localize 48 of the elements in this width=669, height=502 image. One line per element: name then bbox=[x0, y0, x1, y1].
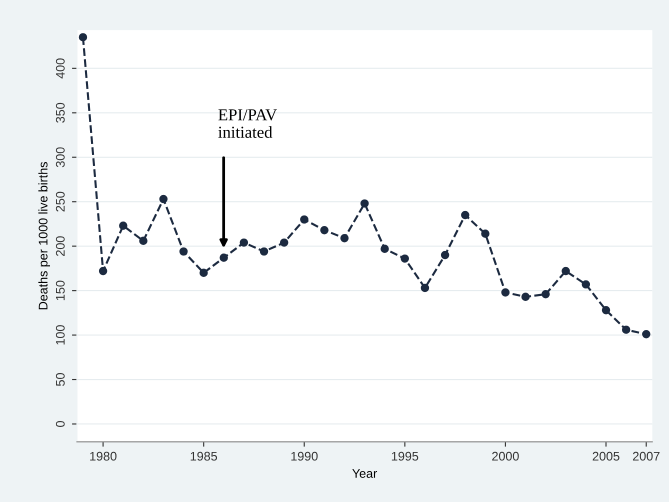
y-tick-label: 150 bbox=[56, 280, 65, 300]
x-tick-label: 1980 bbox=[90, 452, 117, 461]
x-tick-label: 2007 bbox=[632, 452, 660, 461]
point bbox=[159, 194, 168, 204]
point bbox=[98, 266, 108, 276]
point bbox=[139, 236, 148, 245]
point bbox=[622, 326, 630, 334]
y-tick-label: 250 bbox=[56, 192, 65, 212]
point bbox=[461, 210, 470, 220]
point bbox=[260, 247, 268, 256]
x-tick-label: 2000 bbox=[492, 452, 519, 461]
point bbox=[340, 234, 349, 242]
point bbox=[220, 254, 228, 262]
point bbox=[400, 254, 410, 263]
y-tick-label: 400 bbox=[56, 58, 65, 78]
x-tick-label: 1990 bbox=[291, 452, 318, 461]
y-tick-label: 350 bbox=[56, 102, 65, 123]
point bbox=[380, 244, 389, 253]
y-tick-label: 200 bbox=[56, 236, 65, 256]
point bbox=[320, 226, 329, 234]
point bbox=[78, 33, 88, 42]
point bbox=[521, 292, 530, 302]
x-tick-label: 1985 bbox=[190, 452, 218, 461]
point bbox=[642, 330, 650, 338]
x-tick-label: 1995 bbox=[392, 452, 418, 461]
point bbox=[562, 266, 570, 276]
y-axis-title: Deaths per 1000 live births bbox=[38, 162, 50, 310]
point bbox=[179, 247, 188, 256]
point bbox=[200, 268, 208, 278]
y-tick-label: 0 bbox=[56, 420, 65, 427]
point bbox=[440, 250, 450, 260]
x-axis-title: Year bbox=[352, 469, 378, 478]
x-tick-label: 2005 bbox=[592, 452, 620, 461]
point bbox=[541, 290, 550, 298]
y-tick-label: 50 bbox=[56, 373, 65, 386]
point bbox=[300, 215, 308, 224]
point bbox=[582, 280, 590, 289]
y-tick-label: 300 bbox=[56, 147, 65, 168]
point bbox=[240, 238, 248, 247]
point bbox=[420, 284, 430, 292]
point bbox=[280, 238, 288, 247]
annotation: EPI/PAV initiated bbox=[218, 109, 278, 138]
point bbox=[119, 222, 128, 230]
y-tick-label: 100 bbox=[56, 325, 65, 345]
point bbox=[501, 288, 510, 297]
point bbox=[360, 199, 369, 208]
point bbox=[481, 230, 490, 238]
point bbox=[602, 306, 610, 314]
